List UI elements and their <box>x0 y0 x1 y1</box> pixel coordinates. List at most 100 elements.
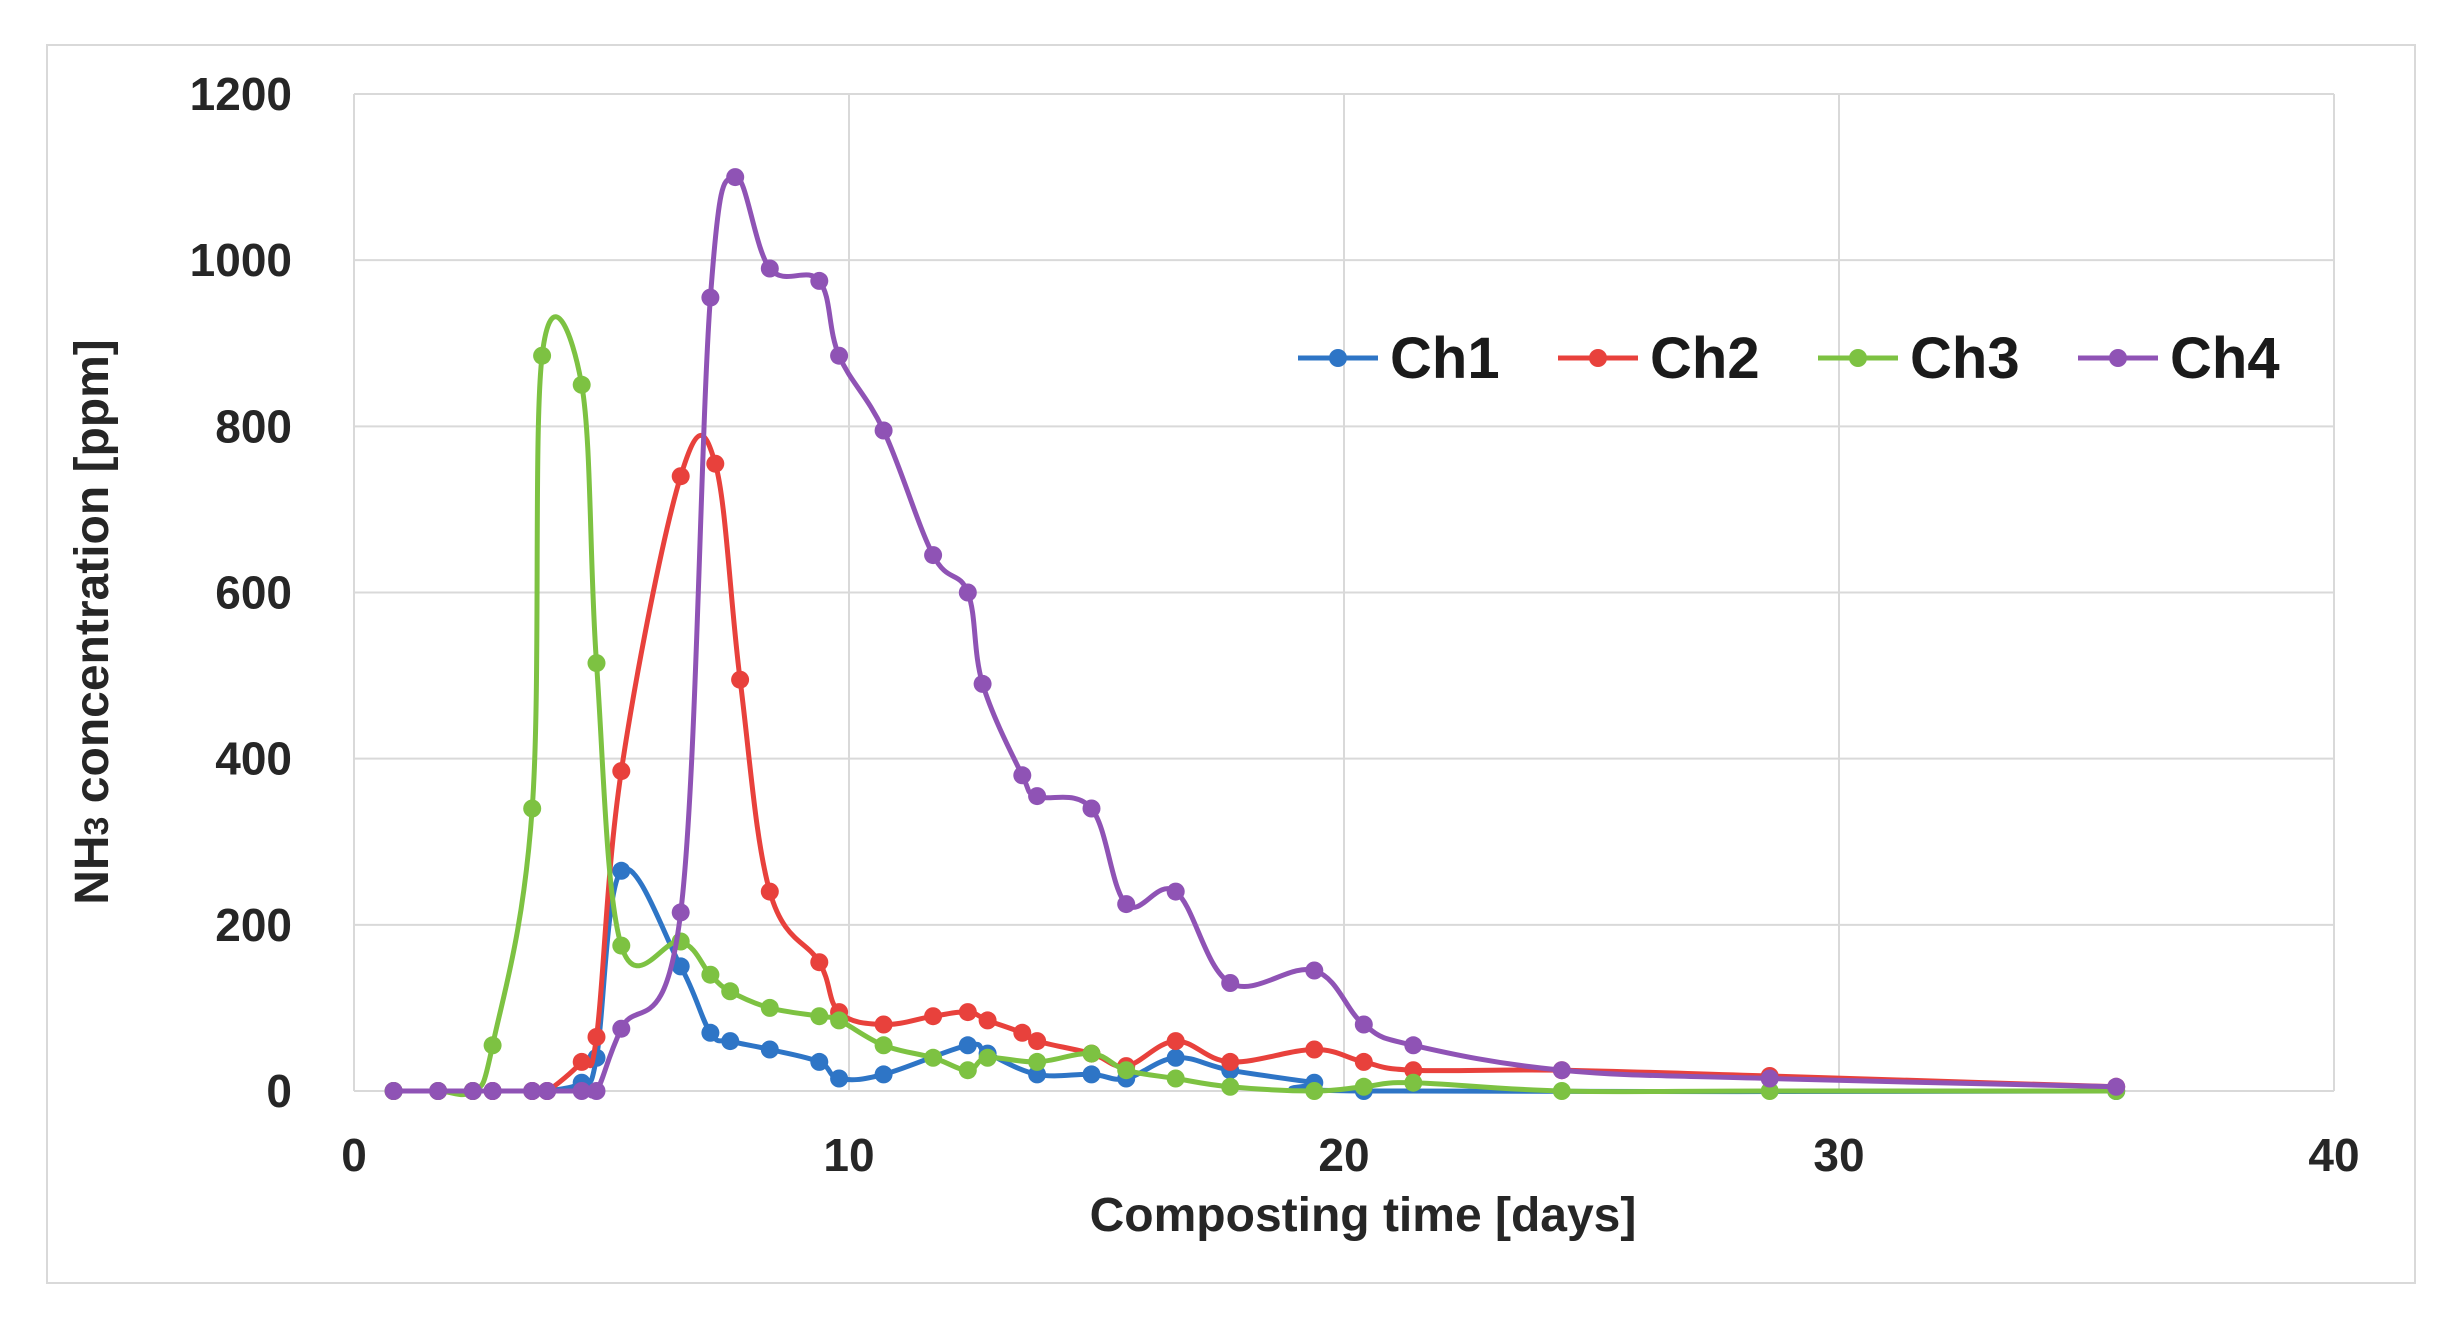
data-point <box>721 982 740 1001</box>
data-point <box>2107 1077 2126 1096</box>
legend-swatch-marker <box>1589 349 1607 367</box>
data-point <box>1760 1082 1779 1100</box>
data-point <box>1166 1069 1185 1088</box>
y-tick-label: 1000 <box>190 234 292 286</box>
data-point <box>978 1048 997 1067</box>
series-layer <box>384 168 2126 1100</box>
y-axis-title-sub: 3 <box>78 817 116 836</box>
data-point <box>1166 1032 1185 1051</box>
data-point <box>830 1011 849 1030</box>
data-point <box>1354 1052 1373 1071</box>
data-point <box>810 1007 829 1026</box>
data-point <box>731 670 750 689</box>
x-tick-label: 40 <box>2308 1129 2359 1181</box>
data-point <box>1404 1061 1423 1080</box>
data-point <box>1305 1040 1324 1059</box>
y-tick-label: 600 <box>215 567 292 619</box>
data-point <box>612 762 631 781</box>
data-point <box>612 936 631 955</box>
data-point <box>1354 1015 1373 1034</box>
y-axis-title: NH3 concentration [ppm] <box>66 339 119 905</box>
data-point <box>830 1069 849 1088</box>
y-tick-label: 0 <box>266 1065 292 1117</box>
data-point <box>483 1082 502 1100</box>
data-point <box>1028 1065 1047 1084</box>
data-point <box>587 1082 606 1100</box>
data-point <box>1117 895 1136 914</box>
data-point <box>1305 961 1324 980</box>
data-point <box>810 1052 829 1071</box>
series-ch4 <box>384 168 2126 1100</box>
data-point <box>924 546 943 565</box>
series-ch2 <box>384 433 2126 1100</box>
data-point <box>1305 1082 1324 1100</box>
data-point <box>572 1082 591 1100</box>
data-point <box>612 1019 631 1038</box>
series-line-ch3 <box>393 314 2117 1098</box>
data-point <box>701 965 720 984</box>
data-point <box>1013 1023 1032 1042</box>
data-point <box>958 1003 977 1022</box>
data-point <box>924 1007 943 1026</box>
legend-item-ch2: Ch2 <box>1558 326 1760 391</box>
data-point <box>612 861 631 880</box>
series-ch3 <box>384 314 2126 1100</box>
x-tick-label: 20 <box>1318 1129 1369 1181</box>
tick-layer: 0 200 400 600 800 1000 1200 0 10 20 30 40 <box>190 68 2360 1181</box>
data-point <box>810 953 829 972</box>
legend-layer: Ch1 Ch2 Ch3 Ch4 <box>1298 326 2280 391</box>
data-point <box>1221 974 1240 992</box>
data-point <box>721 1032 740 1051</box>
data-point <box>1354 1077 1373 1096</box>
data-point <box>587 654 606 673</box>
y-tick-label: 800 <box>215 400 292 452</box>
data-point <box>958 1061 977 1080</box>
data-point <box>671 467 690 486</box>
data-point <box>1082 1044 1101 1063</box>
y-tick-label: 400 <box>215 733 292 785</box>
data-point <box>958 1036 977 1055</box>
series-ch1 <box>384 861 2126 1100</box>
series-line-ch2 <box>393 433 2117 1096</box>
data-point <box>958 583 977 602</box>
data-point <box>1028 1032 1047 1051</box>
data-point <box>701 288 720 307</box>
data-point <box>384 1082 403 1100</box>
y-tick-label: 200 <box>215 899 292 951</box>
data-point <box>1117 1061 1136 1080</box>
data-point <box>671 903 690 922</box>
x-tick-label: 10 <box>823 1129 874 1181</box>
data-point <box>463 1082 482 1100</box>
y-axis-title-main: NH <box>66 835 119 904</box>
data-point <box>523 1082 542 1100</box>
x-tick-label: 0 <box>341 1129 367 1181</box>
data-point <box>973 674 992 693</box>
legend-item-ch1: Ch1 <box>1298 326 1500 391</box>
data-point <box>760 1040 779 1059</box>
data-point <box>572 1052 591 1071</box>
legend-label: Ch1 <box>1390 326 1500 391</box>
data-point <box>874 1065 893 1084</box>
data-point <box>533 346 552 365</box>
data-point <box>483 1036 502 1055</box>
data-point <box>874 421 893 440</box>
data-point <box>760 998 779 1017</box>
y-axis-title-rest: concentration [ppm] <box>66 339 119 816</box>
data-point <box>1552 1061 1571 1080</box>
data-point <box>874 1036 893 1055</box>
data-point <box>1404 1073 1423 1092</box>
legend-item-ch3: Ch3 <box>1818 326 2020 391</box>
data-point <box>1082 1065 1101 1084</box>
data-point <box>572 375 591 394</box>
legend-item-ch4: Ch4 <box>2078 326 2280 391</box>
chart-svg: 0 200 400 600 800 1000 1200 0 10 20 30 40 Ch1 Ch2 Ch3… <box>66 68 2360 1242</box>
data-point <box>830 346 849 365</box>
data-point <box>810 271 829 290</box>
data-point <box>1552 1082 1571 1100</box>
data-point <box>701 1023 720 1042</box>
data-point <box>1166 882 1185 901</box>
data-point <box>978 1011 997 1030</box>
data-point <box>1082 799 1101 818</box>
grid-layer <box>353 93 2335 1092</box>
data-point <box>760 882 779 901</box>
